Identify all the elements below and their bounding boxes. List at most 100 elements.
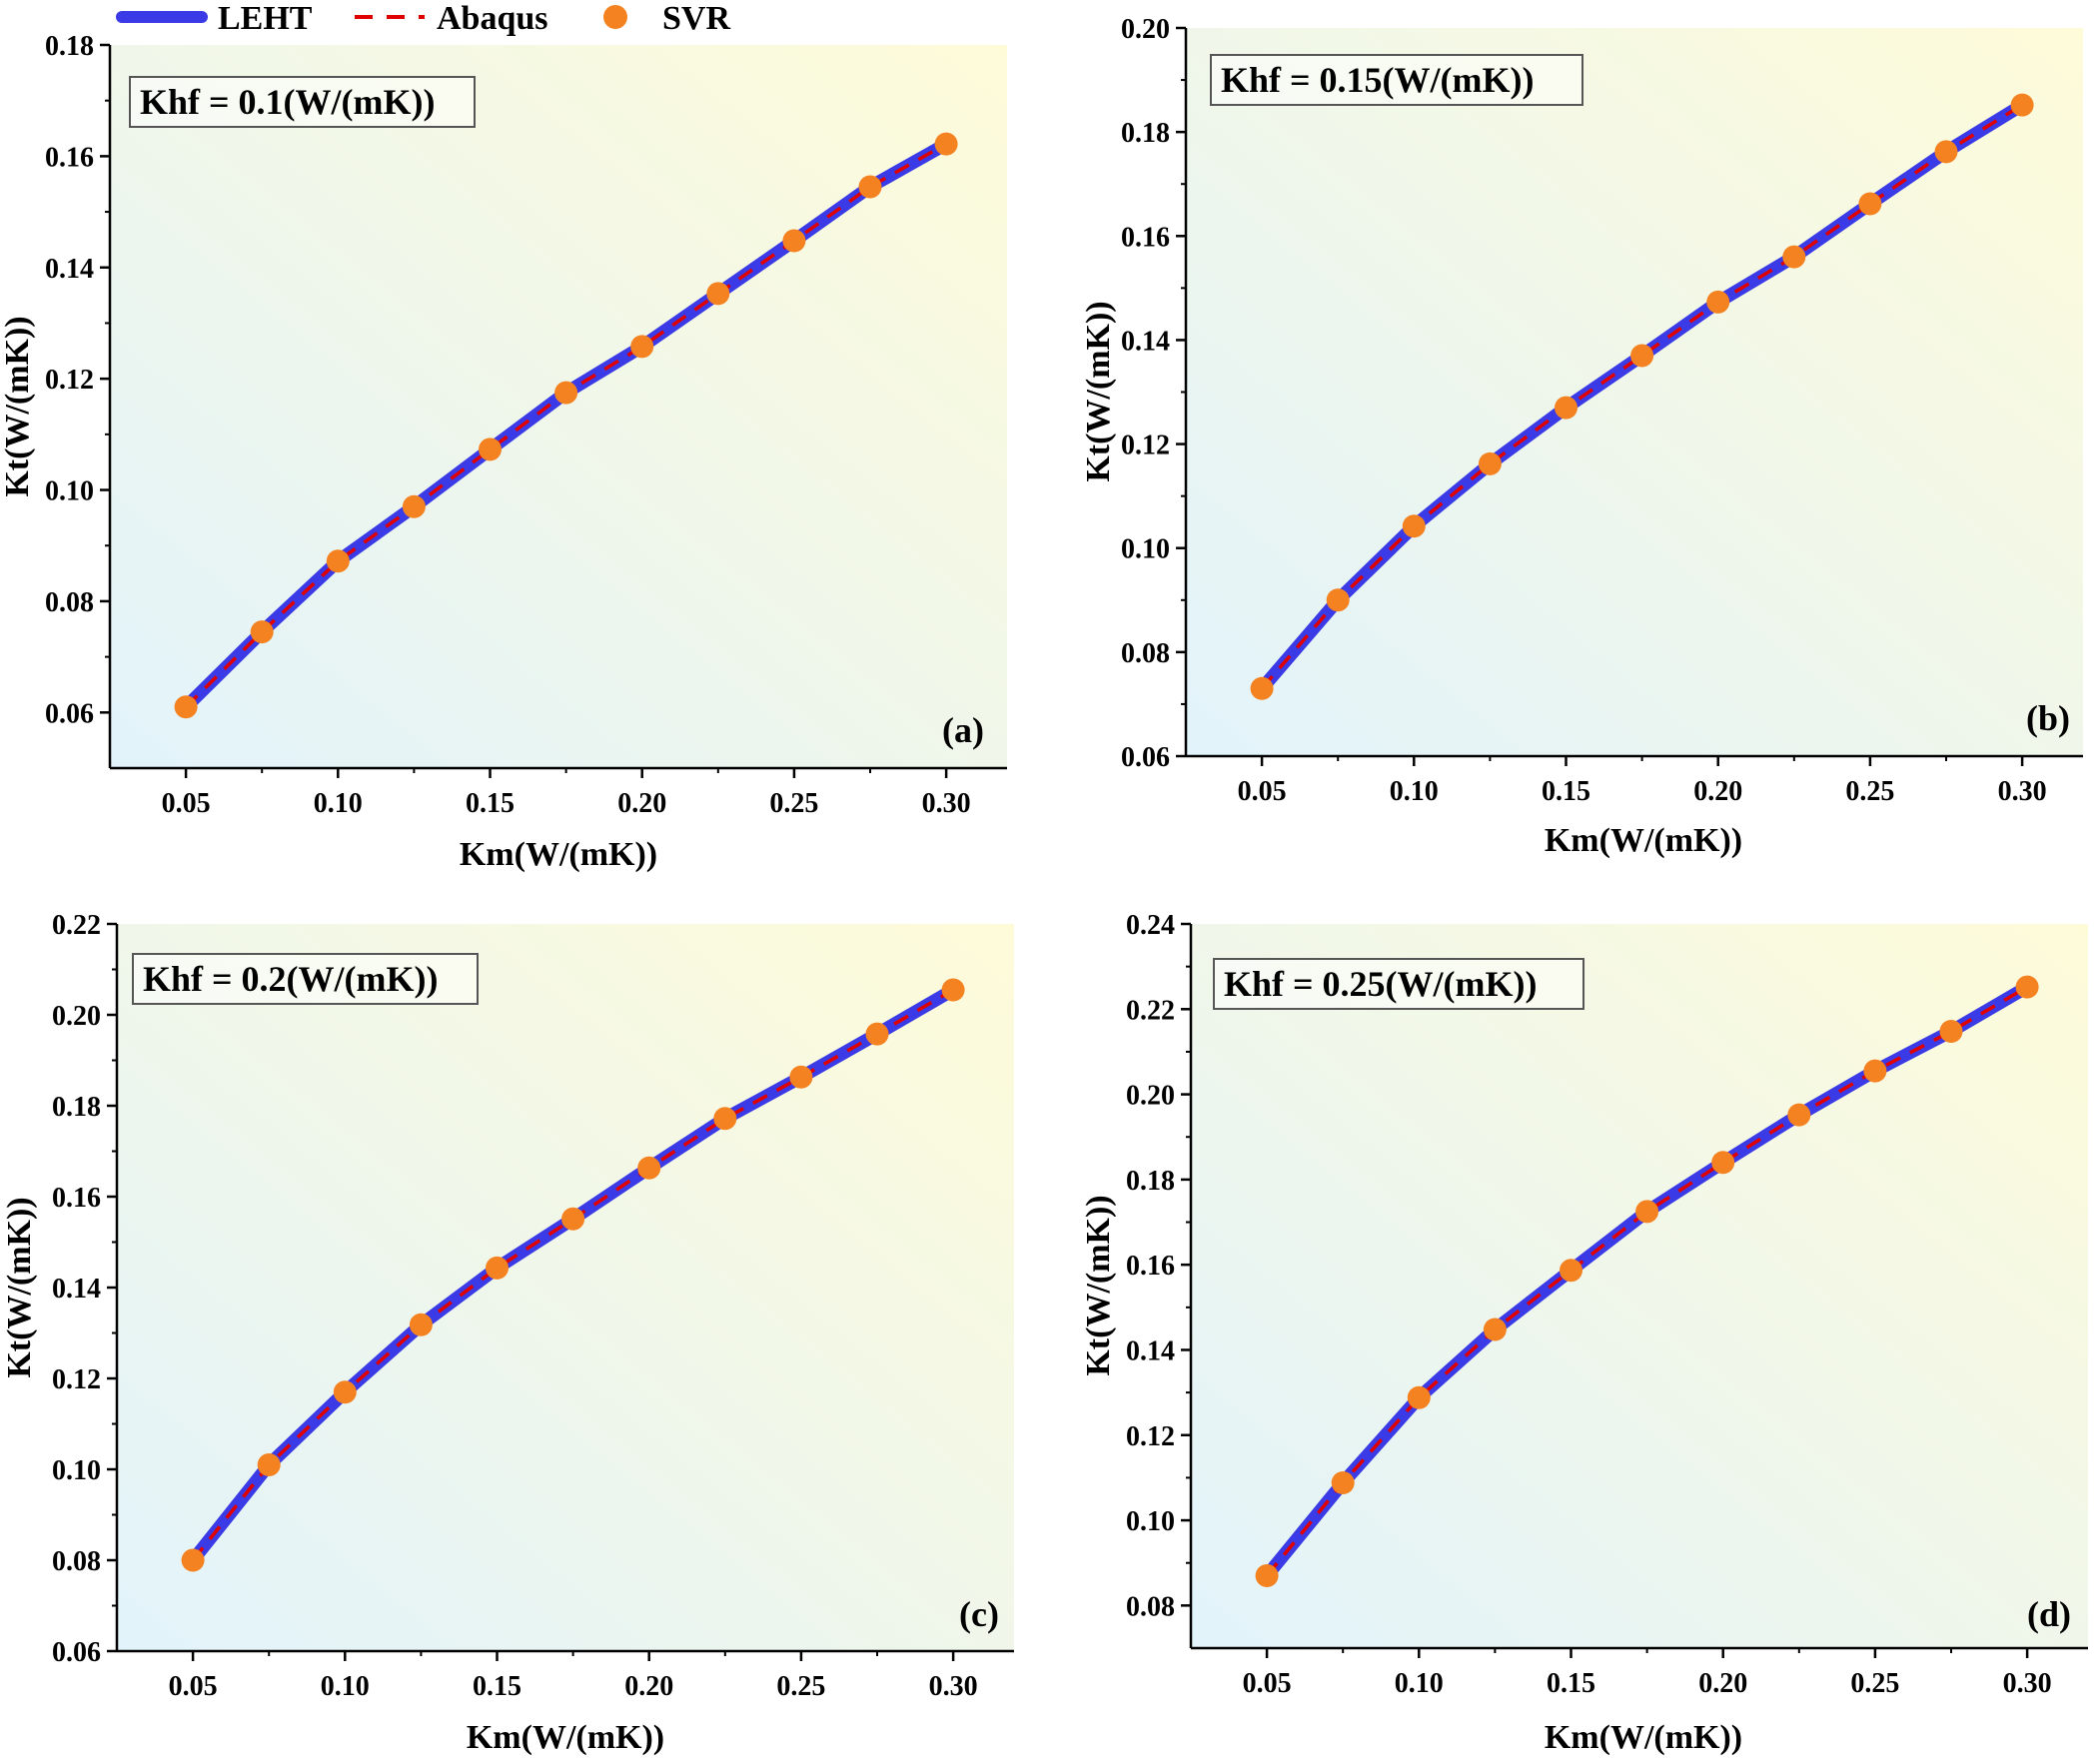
svr-point: [409, 1313, 433, 1336]
svr-point: [333, 1380, 357, 1404]
chart-panel-d: 0.08 0.10 0.12 0.14 0.16 0.18 0.20 0.22 0.24 0.05…: [1080, 910, 2088, 1756]
svr-point: [1711, 1151, 1735, 1175]
x-axis-title: Km(W/(mK)): [460, 836, 657, 873]
y-tick-label: 0.16: [45, 142, 94, 173]
x-tick-label: 0.10: [321, 1671, 370, 1702]
svr-point: [326, 549, 350, 573]
svr-point: [865, 1022, 889, 1046]
x-tick-label: 0.30: [2003, 1668, 2052, 1699]
y-tick-label: 0.12: [1126, 1421, 1175, 1452]
y-axis-title: Kt(W/(mK)): [1080, 1195, 1117, 1375]
svr-point: [554, 381, 578, 405]
x-tick-label: 0.10: [314, 788, 363, 819]
svr-point: [1407, 1385, 1431, 1409]
y-tick-label: 0.08: [1121, 638, 1170, 669]
y-tick-label: 0.14: [45, 254, 94, 285]
y-tick-label: 0.24: [1126, 910, 1175, 941]
y-axis-title: Kt(W/(mK)): [0, 316, 36, 496]
svr-point: [174, 695, 198, 719]
annotation-text: Khf = 0.15(W/(mK)): [1221, 60, 1534, 100]
annotation-text: Khf = 0.25(W/(mK)): [1224, 964, 1537, 1004]
x-tick-label: 0.30: [1998, 776, 2047, 807]
panel-tag: (a): [942, 710, 984, 750]
svr-point: [181, 1548, 205, 1572]
legend-label-leht: LEHT: [218, 0, 313, 37]
legend: LEHT Abaqus SVR: [116, 0, 730, 37]
svr-point: [941, 978, 965, 1002]
legend-label-svr: SVR: [662, 0, 730, 37]
x-tick-label: 0.15: [1542, 776, 1590, 807]
chart-panel-b: 0.06 0.08 0.10 0.12 0.14 0.16 0.18 0.20 0.05 0.10…: [1080, 14, 2083, 859]
y-tick-label: 0.08: [1126, 1591, 1175, 1622]
y-tick-label: 0.18: [45, 31, 94, 62]
x-tick-label: 0.20: [1698, 1668, 1747, 1699]
y-tick-label: 0.16: [1126, 1251, 1175, 1282]
y-tick-label: 0.22: [1126, 995, 1175, 1026]
y-tick-label: 0.18: [52, 1092, 101, 1123]
svr-point: [789, 1065, 813, 1089]
y-tick-label: 0.06: [45, 698, 94, 729]
svr-point: [2010, 93, 2034, 117]
svr-point: [934, 132, 958, 156]
plot-area: [110, 45, 1007, 768]
y-tick-label: 0.20: [1126, 1081, 1175, 1112]
svr-point: [1934, 140, 1958, 164]
x-tick-label: 0.20: [1693, 776, 1742, 807]
annotation-box: [132, 953, 479, 1005]
y-tick-label: 0.18: [1121, 118, 1170, 149]
y-tick-label: 0.10: [1126, 1506, 1175, 1537]
y-tick-label: 0.18: [1126, 1166, 1175, 1197]
panel-tag: (c): [959, 1594, 999, 1634]
x-tick-label: 0.30: [922, 788, 971, 819]
chart-panel-c: 0.06 0.08 0.10 0.12 0.14 0.16 0.18 0.20 0.22 0.05…: [1, 910, 1014, 1756]
svr-point: [1402, 514, 1426, 538]
legend-label-abaqus: Abaqus: [437, 0, 548, 37]
svr-point: [1782, 245, 1806, 269]
y-tick-label: 0.16: [52, 1183, 101, 1214]
svr-point: [479, 438, 502, 461]
svr-point: [486, 1256, 509, 1280]
svr-point: [713, 1107, 737, 1131]
svr-point: [637, 1156, 661, 1180]
x-tick-label: 0.05: [162, 788, 211, 819]
svr-point: [1787, 1103, 1811, 1127]
x-tick-label: 0.20: [617, 788, 666, 819]
annotation-box: [1213, 958, 1584, 1010]
x-tick-label: 0.10: [1390, 776, 1439, 807]
svr-point: [858, 175, 882, 199]
svr-point: [782, 229, 806, 253]
y-tick-label: 0.14: [1126, 1335, 1175, 1366]
x-tick-label: 0.05: [1243, 1668, 1292, 1699]
y-tick-label: 0.14: [1121, 326, 1170, 357]
y-tick-label: 0.22: [52, 910, 101, 941]
y-tick-label: 0.20: [52, 1001, 101, 1032]
x-axis-title: Km(W/(mK)): [1545, 822, 1742, 859]
x-tick-label: 0.25: [769, 788, 818, 819]
svr-point: [1250, 676, 1274, 700]
x-tick-label: 0.05: [1238, 776, 1287, 807]
y-tick-label: 0.06: [52, 1637, 101, 1668]
y-tick-label: 0.10: [45, 476, 94, 507]
y-tick-label: 0.08: [52, 1546, 101, 1577]
x-tick-label: 0.25: [1850, 1668, 1899, 1699]
svr-point: [1939, 1020, 1963, 1043]
y-tick-label: 0.20: [1121, 14, 1170, 45]
svr-point: [1858, 192, 1882, 216]
y-tick-label: 0.08: [45, 587, 94, 618]
svr-point: [1555, 396, 1577, 420]
y-tick-label: 0.16: [1121, 222, 1170, 253]
plot-area: [1186, 28, 2083, 756]
x-tick-label: 0.15: [473, 1671, 522, 1702]
svr-point: [1331, 1471, 1355, 1494]
panel-tag: (b): [2026, 698, 2070, 738]
svr-point: [250, 620, 274, 644]
x-tick-label: 0.25: [1845, 776, 1894, 807]
svr-point: [257, 1453, 281, 1476]
svr-point: [1478, 451, 1502, 475]
legend-swatch-svr: [603, 5, 627, 29]
series-line-abaqus: [1260, 103, 2024, 690]
svr-point: [1706, 290, 1730, 314]
y-tick-label: 0.10: [1121, 534, 1170, 565]
svr-point: [1255, 1564, 1279, 1587]
